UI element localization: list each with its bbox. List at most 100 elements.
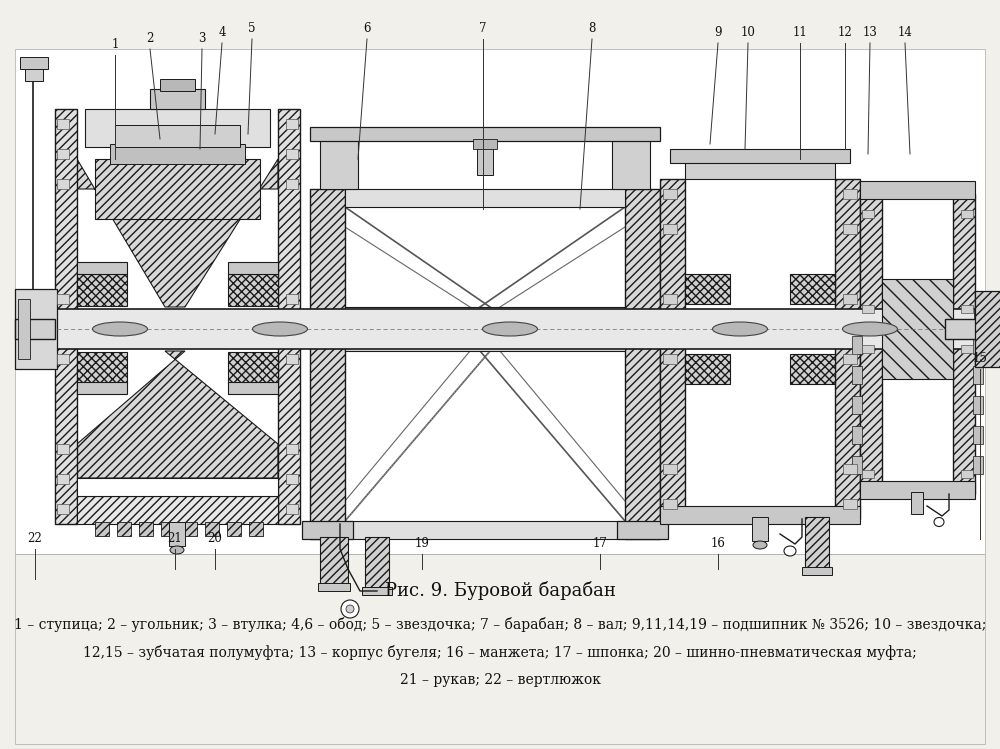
Text: 12,15 – зубчатая полумуфта; 13 – корпус бугеля; 16 – манжета; 17 – шпонка; 20 – : 12,15 – зубчатая полумуфта; 13 – корпус … bbox=[83, 644, 917, 660]
Text: 19: 19 bbox=[415, 537, 429, 550]
Bar bbox=[365, 537, 389, 591]
Bar bbox=[477, 147, 493, 175]
Bar bbox=[15, 319, 55, 339]
Bar bbox=[228, 382, 278, 394]
Bar bbox=[345, 521, 625, 539]
Bar bbox=[95, 159, 260, 219]
Text: 17: 17 bbox=[593, 537, 607, 550]
Bar bbox=[663, 464, 677, 474]
Bar bbox=[25, 66, 43, 81]
Bar bbox=[625, 189, 660, 539]
Text: 2: 2 bbox=[146, 32, 154, 45]
Bar bbox=[55, 109, 77, 524]
Bar bbox=[961, 210, 973, 218]
Bar bbox=[18, 299, 30, 359]
Bar bbox=[860, 481, 975, 499]
Text: 20: 20 bbox=[208, 532, 222, 545]
Bar bbox=[660, 179, 685, 519]
Bar bbox=[663, 354, 677, 364]
Bar bbox=[882, 279, 953, 379]
Bar bbox=[77, 352, 127, 384]
Bar bbox=[77, 382, 127, 394]
Bar bbox=[85, 109, 270, 147]
Bar bbox=[685, 274, 730, 304]
Bar bbox=[15, 289, 57, 369]
Bar bbox=[57, 474, 69, 484]
Text: 8: 8 bbox=[588, 22, 596, 35]
Bar bbox=[685, 354, 730, 384]
Bar bbox=[286, 354, 298, 364]
Ellipse shape bbox=[252, 322, 308, 336]
Bar bbox=[57, 444, 69, 454]
Bar bbox=[860, 181, 975, 199]
Bar bbox=[362, 587, 392, 595]
Bar bbox=[205, 522, 219, 536]
Text: 21 – рукав; 22 – вертлюжок: 21 – рукав; 22 – вертлюжок bbox=[400, 673, 600, 687]
Ellipse shape bbox=[712, 322, 768, 336]
Bar bbox=[77, 262, 127, 274]
Text: 6: 6 bbox=[363, 22, 371, 35]
Text: 12: 12 bbox=[838, 26, 852, 39]
Bar bbox=[286, 179, 298, 189]
Ellipse shape bbox=[92, 322, 148, 336]
Bar bbox=[805, 517, 829, 571]
Bar bbox=[685, 179, 835, 519]
Bar bbox=[852, 366, 862, 384]
Text: 5: 5 bbox=[248, 22, 256, 35]
Text: 14: 14 bbox=[898, 26, 912, 39]
Bar bbox=[752, 517, 768, 541]
Bar bbox=[860, 194, 882, 494]
Bar bbox=[660, 506, 860, 524]
Bar bbox=[228, 352, 278, 384]
Bar bbox=[843, 189, 857, 199]
Bar bbox=[852, 336, 862, 354]
Bar bbox=[320, 139, 358, 189]
Bar bbox=[802, 567, 832, 575]
Ellipse shape bbox=[346, 605, 354, 613]
Ellipse shape bbox=[784, 546, 796, 556]
Bar bbox=[57, 149, 69, 159]
Bar bbox=[286, 119, 298, 129]
Bar bbox=[670, 149, 850, 163]
Bar bbox=[961, 305, 973, 313]
Bar bbox=[20, 57, 48, 69]
Ellipse shape bbox=[482, 322, 538, 336]
Text: 1 – ступица; 2 – угольник; 3 – втулка; 4,6 – обод; 5 – звездочка; 7 – барабан; 8: 1 – ступица; 2 – угольник; 3 – втулка; 4… bbox=[14, 616, 986, 631]
Bar bbox=[953, 194, 975, 494]
Bar bbox=[25, 309, 975, 349]
Bar bbox=[310, 189, 345, 539]
Bar bbox=[57, 354, 69, 364]
Bar bbox=[617, 521, 668, 539]
Bar bbox=[843, 224, 857, 234]
Text: 4: 4 bbox=[218, 26, 226, 39]
Text: 21: 21 bbox=[168, 532, 182, 545]
Text: 22: 22 bbox=[28, 532, 42, 545]
Bar bbox=[961, 470, 973, 478]
Bar bbox=[973, 426, 983, 444]
Bar bbox=[852, 456, 862, 474]
Bar bbox=[790, 274, 835, 304]
Text: 11: 11 bbox=[793, 26, 807, 39]
Bar bbox=[790, 354, 835, 384]
Bar bbox=[115, 125, 240, 147]
Bar bbox=[320, 537, 348, 587]
Bar bbox=[345, 307, 625, 351]
Bar bbox=[973, 396, 983, 414]
Text: Рис. 9. Буровой барабан: Рис. 9. Буровой барабан bbox=[385, 581, 615, 601]
Bar bbox=[852, 426, 862, 444]
Bar bbox=[286, 474, 298, 484]
Bar bbox=[249, 522, 263, 536]
Bar bbox=[183, 522, 197, 536]
Bar bbox=[882, 194, 953, 494]
Bar bbox=[973, 456, 983, 474]
Bar bbox=[961, 345, 973, 353]
Bar bbox=[227, 522, 241, 536]
Bar bbox=[318, 583, 350, 591]
Bar bbox=[862, 470, 874, 478]
Bar bbox=[77, 496, 278, 524]
Ellipse shape bbox=[842, 322, 898, 336]
Bar bbox=[150, 89, 205, 109]
Bar bbox=[852, 396, 862, 414]
Bar bbox=[302, 521, 353, 539]
Bar bbox=[228, 262, 278, 274]
